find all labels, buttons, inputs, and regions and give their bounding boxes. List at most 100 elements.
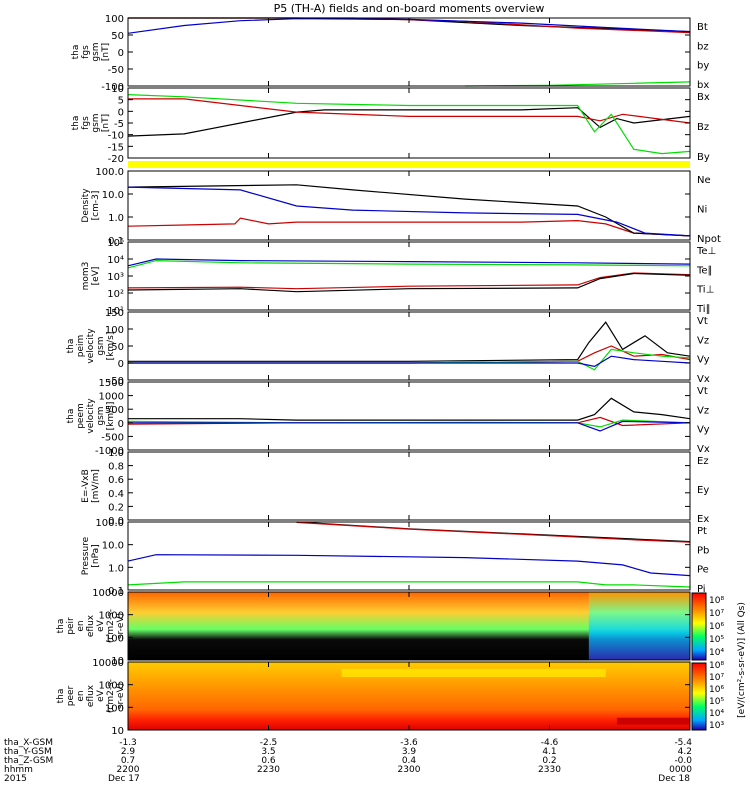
y-tick-label: 0.1 [108, 586, 124, 597]
y-tick-label: 50 [111, 31, 124, 42]
series-line-Ne [127, 217, 691, 237]
x-tick-value: 0.7 [121, 756, 135, 766]
y-axis-label: tha fgs gsm [nT] [71, 113, 111, 132]
y-label-line: tha [71, 45, 81, 60]
legend-Npot: Npot [697, 234, 721, 245]
y-tick-label: -50 [108, 376, 124, 387]
series-line-Pi [127, 554, 691, 577]
y-tick-label: -20 [108, 154, 124, 165]
y-label-line: velocity [86, 398, 96, 434]
legend-Te∥: Te∥ [696, 265, 713, 276]
colorbar-tick: 10⁸ [709, 596, 724, 606]
y-tick-label: 10.0 [102, 190, 124, 201]
colorbar-tick: 10⁷ [709, 673, 724, 683]
x-tick-value: 2230 [257, 765, 280, 775]
series-line-bx [127, 18, 691, 34]
colorbar-tick: 10⁶ [709, 622, 724, 632]
y-tick-label: 0.8 [108, 462, 124, 473]
series-line-Ti⊥ [127, 258, 691, 267]
legend-Pi: Pi [697, 584, 706, 595]
y-tick-label: -500 [101, 432, 124, 443]
x-tick-value: -0.0 [674, 756, 692, 766]
y-tick-label: 1000 [99, 681, 124, 692]
y-label-line: tha [56, 619, 66, 634]
y-label-line: [eV] [91, 267, 101, 286]
colorbar-tick: 10⁴ [709, 709, 724, 719]
legend-Vz: Vz [697, 405, 709, 416]
legend-By: By [697, 152, 710, 163]
legend-Vz: Vz [697, 335, 709, 346]
y-label-line: gsm [96, 406, 106, 425]
y-axis-label: tha peim velocity gsm [km/s] [66, 328, 116, 364]
y-axis-label: Density [cm-3] [81, 188, 101, 223]
y-label-line: gsm [96, 336, 106, 355]
x-tick-value: 4.1 [542, 747, 556, 757]
peir-spectrogram-region [588, 592, 690, 660]
y-label-line: mom3 [81, 262, 91, 291]
colorbar-tick: 10⁷ [709, 609, 724, 619]
series-line-Vx [128, 355, 691, 368]
panel-backgrounds [128, 161, 707, 731]
peer-spectrogram-band [616, 717, 690, 725]
x-tick-value: -5.4 [674, 738, 692, 748]
y-label-line: [cm-3] [91, 191, 101, 221]
colorbar-tick: 10³ [709, 721, 724, 731]
y-tick-label: -10 [108, 131, 124, 142]
series-line-Vt [128, 397, 691, 421]
x-tick-value: 2200 [117, 765, 140, 775]
y-label-line: (cm2-s- [106, 609, 116, 643]
legend-Bx: Bx [697, 92, 710, 103]
x-tick-value: 0000 [669, 765, 692, 775]
y-label-line: [km/s] [106, 402, 116, 431]
x-tick-value: 3.5 [261, 747, 275, 757]
y-tick-label: 0.4 [108, 489, 124, 500]
legend-Pt: Pt [697, 526, 707, 537]
y-axis-label: tha peer en eflux eV (cm2-s-sr-eV) [56, 679, 126, 713]
data-layer [127, 17, 691, 588]
y-tick-label: 50 [111, 342, 124, 353]
y-tick-label: 10.0 [102, 541, 124, 552]
y-label-line: peer [66, 685, 76, 706]
series-line-Te∥ [127, 272, 691, 293]
legend-Ne: Ne [697, 175, 711, 186]
legend-bx: bx [697, 80, 709, 91]
colorbar-tick: 10⁸ [709, 661, 724, 671]
y-label-line: gsm [91, 42, 101, 61]
colorbar-tick: 10⁴ [709, 648, 724, 658]
y-axis-label: tha fgs gsm [nT] [71, 42, 111, 61]
y-tick-label: 100 [105, 325, 124, 336]
y-label-line: en [76, 620, 86, 631]
y-tick-label: 1000 [99, 611, 124, 622]
x-tick-value: Dec 17 [108, 774, 140, 784]
legend-Pb: Pb [697, 545, 709, 556]
legend-bz: bz [697, 41, 709, 52]
x-tick-value: -1.3 [119, 738, 137, 748]
y-tick-label: 10⁵ [107, 238, 124, 249]
legend-Ti∥: Ti∥ [696, 304, 711, 315]
y-tick-label: 0.1 [108, 236, 124, 247]
x-tick-value: Dec 18 [658, 774, 690, 784]
y-label-line: fgs [81, 45, 91, 59]
y-label-line: gsm [91, 113, 101, 132]
y-label-line: [nPa] [91, 544, 101, 567]
y-tick-label: 0.2 [108, 502, 124, 513]
y-tick-label: 0.6 [108, 475, 124, 486]
y-tick-label: -50 [108, 65, 124, 76]
series-line-Te⊥ [127, 272, 691, 290]
y-tick-label: 10³ [107, 272, 124, 283]
colorbar-bottom [691, 662, 707, 731]
axes-layer [127, 17, 691, 731]
y-label-line: tha [71, 116, 81, 131]
y-tick-label: -15 [108, 142, 124, 153]
x-tick-value: 3.9 [402, 747, 417, 757]
y-tick-label: 500 [105, 405, 124, 416]
text-layer: P5 (TH-A) fields and on-board moments ov… [4, 2, 747, 784]
y-tick-label: 100 [105, 703, 124, 714]
x-tick-value: 4.2 [678, 747, 692, 757]
legend-Bz: Bz [697, 122, 709, 133]
panel-frame [127, 451, 691, 521]
x-tick-value: 0.2 [542, 756, 556, 766]
x-tick-value: 2300 [398, 765, 421, 775]
y-label-line: peir [66, 617, 76, 635]
